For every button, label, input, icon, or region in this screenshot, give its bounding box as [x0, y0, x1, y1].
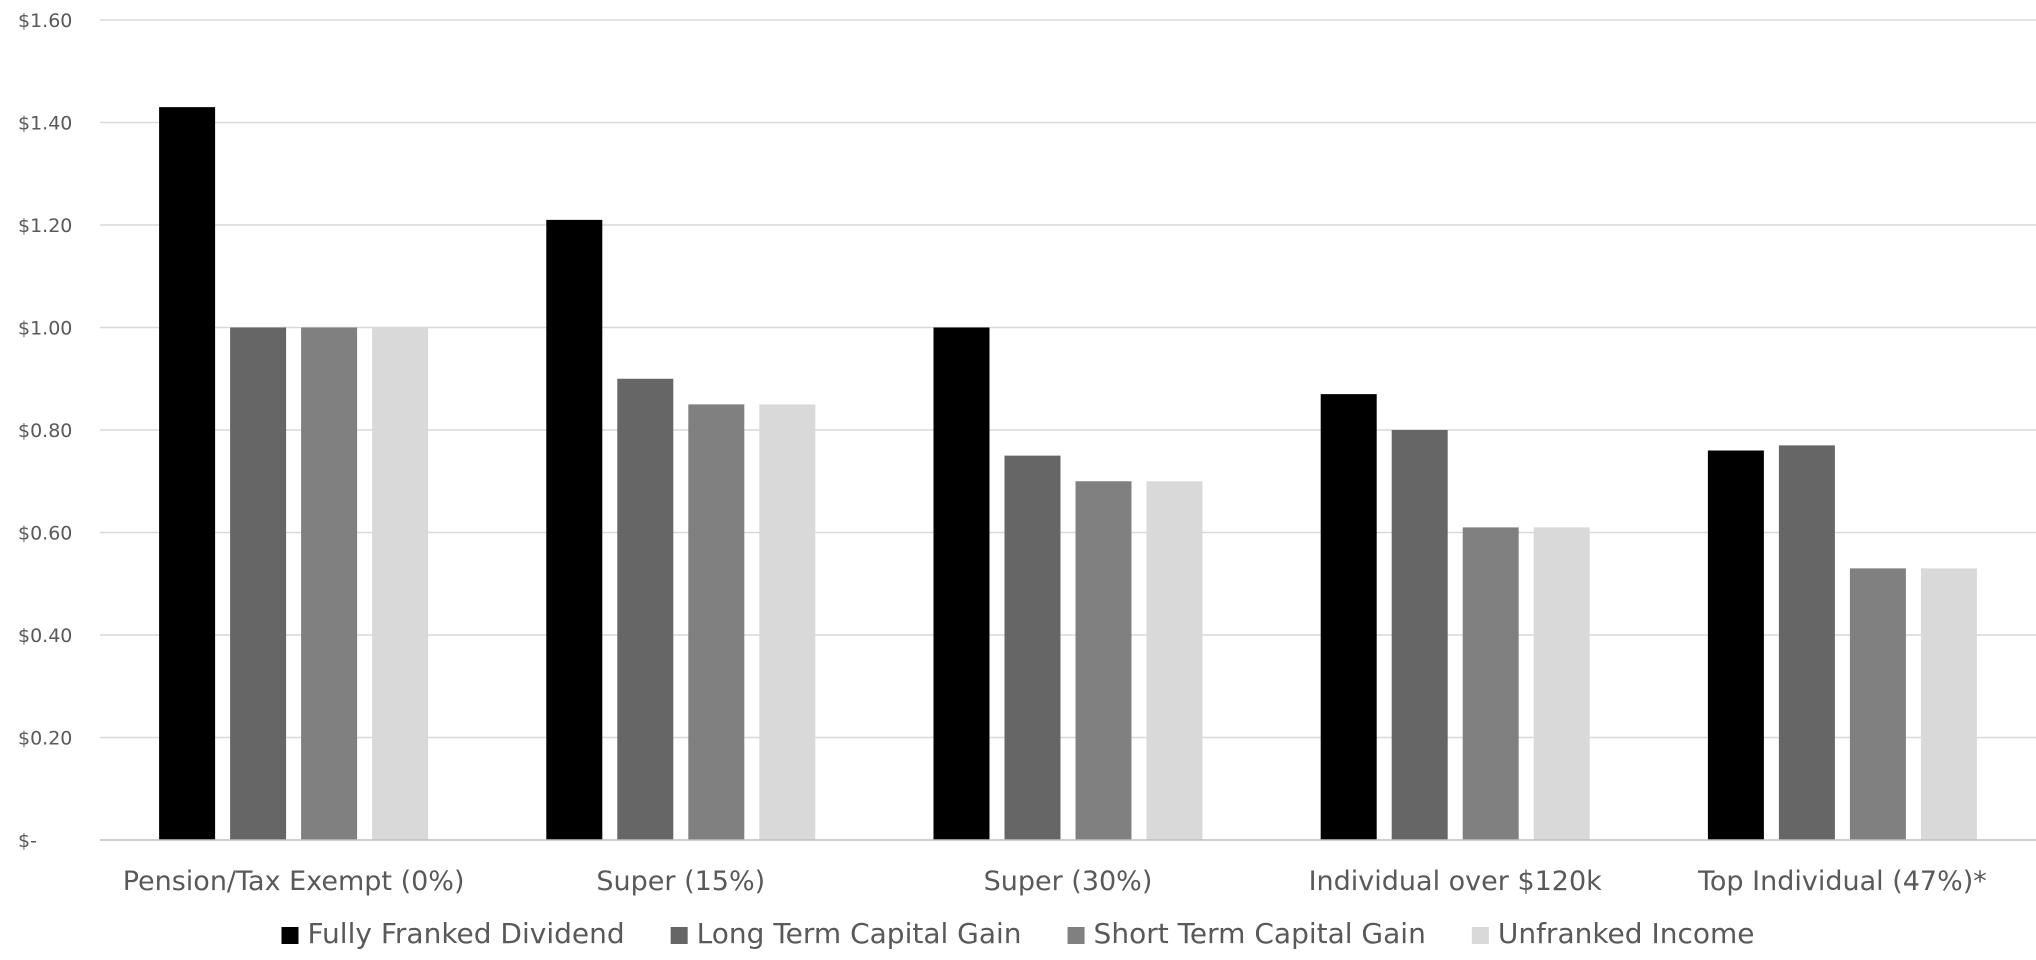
bar-unfranked-income	[1920, 568, 1977, 840]
y-tick-label: $1.00	[18, 318, 72, 340]
bar-long-term-capital-gain	[1391, 430, 1448, 840]
x-category-label: Pension/Tax Exempt (0%)	[123, 866, 465, 897]
bar-unfranked-income	[1533, 527, 1590, 840]
legend-swatch	[1471, 927, 1489, 944]
legend-item: Fully Franked Dividend	[281, 917, 625, 950]
bar-unfranked-income	[759, 404, 816, 840]
legend-item: Short Term Capital Gain	[1067, 917, 1426, 950]
legend-label: Short Term Capital Gain	[1094, 917, 1426, 950]
y-tick-label: $1.20	[18, 215, 72, 237]
y-tick-label: $1.40	[18, 113, 72, 135]
x-category-label: Super (15%)	[596, 866, 765, 897]
legend-label: Fully Franked Dividend	[307, 917, 624, 950]
y-tick-label: $1.60	[18, 10, 72, 32]
bar-short-term-capital-gain	[301, 327, 358, 840]
bar-fully-franked-dividend	[1320, 394, 1377, 840]
y-axis-tick-labels: $- $0.20 $0.40 $0.60 $0.80 $1.00 $1.20 $1.40 $1.…	[18, 10, 72, 852]
bar-unfranked-income	[372, 327, 429, 840]
x-axis-category-labels: Pension/Tax Exempt (0%) Super (15%) Super …	[123, 866, 1987, 897]
legend-swatch	[670, 927, 688, 944]
legend-item: Unfranked Income	[1471, 917, 1755, 950]
bars	[159, 107, 1977, 840]
bar-unfranked-income	[1146, 481, 1203, 840]
legend-label: Unfranked Income	[1498, 917, 1755, 950]
y-tick-label: $0.40	[18, 625, 72, 647]
bar-long-term-capital-gain	[230, 327, 287, 840]
legend: Fully Franked Dividend Long Term Capital …	[281, 917, 1755, 950]
bar-long-term-capital-gain	[617, 378, 674, 840]
y-tick-label: $0.60	[18, 523, 72, 545]
y-tick-label: $0.20	[18, 728, 72, 750]
bar-fully-franked-dividend	[546, 219, 603, 840]
bar-long-term-capital-gain	[1004, 455, 1061, 840]
bar-fully-franked-dividend	[933, 327, 990, 840]
legend-swatch	[1067, 927, 1085, 944]
bar-long-term-capital-gain	[1778, 445, 1835, 840]
bar-short-term-capital-gain	[688, 404, 745, 840]
bar-short-term-capital-gain	[1075, 481, 1132, 840]
legend-item: Long Term Capital Gain	[670, 917, 1022, 950]
bar-fully-franked-dividend	[1707, 450, 1764, 840]
x-category-label: Super (30%)	[984, 866, 1153, 897]
bar-short-term-capital-gain	[1849, 568, 1906, 840]
legend-swatch	[281, 927, 299, 944]
bar-short-term-capital-gain	[1462, 527, 1519, 840]
legend-label: Long Term Capital Gain	[697, 917, 1022, 950]
x-category-label: Individual over $120k	[1309, 866, 1603, 897]
y-tick-label: $-	[18, 830, 37, 852]
y-tick-label: $0.80	[18, 420, 72, 442]
bar-fully-franked-dividend	[159, 107, 216, 840]
x-category-label: Top Individual (47%)*	[1697, 866, 1987, 897]
